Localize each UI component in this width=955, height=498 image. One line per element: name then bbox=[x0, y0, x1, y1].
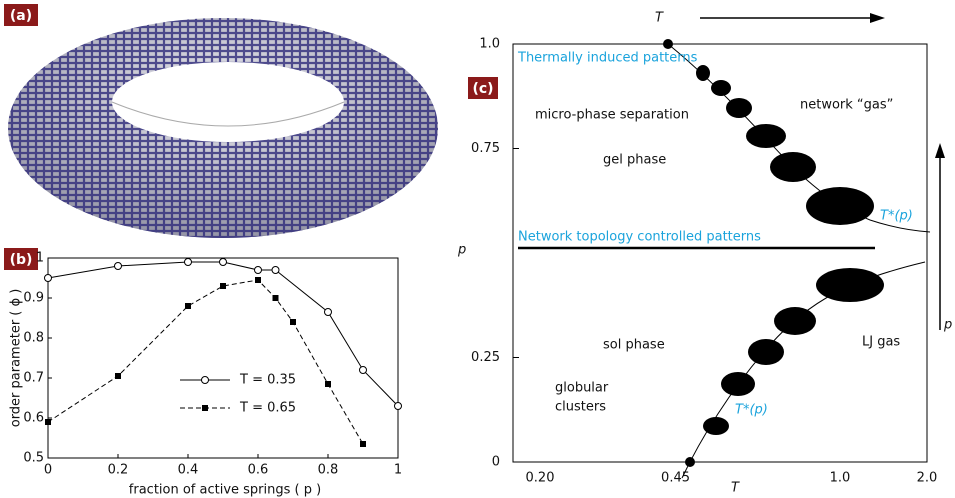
y-tick-label: 0.7 bbox=[23, 371, 44, 386]
top-axis-label: T bbox=[655, 11, 664, 26]
panel-label: (b) bbox=[10, 252, 33, 268]
marker bbox=[202, 405, 208, 411]
panel-label: (a) bbox=[10, 8, 32, 24]
x-tick-label: 1 bbox=[394, 463, 402, 478]
y-tick-label: 0.9 bbox=[23, 291, 44, 306]
y-tick-label: 0.5 bbox=[23, 451, 44, 466]
annotation: globular bbox=[555, 381, 609, 396]
x-tick-label: 0.45 bbox=[661, 471, 690, 486]
label-box bbox=[4, 4, 38, 26]
y-tick-label: 0.25 bbox=[471, 350, 500, 365]
x-tick-label: 0.2 bbox=[108, 463, 129, 478]
clusters bbox=[663, 39, 884, 467]
marker bbox=[324, 308, 332, 316]
marker bbox=[184, 258, 192, 266]
x-tick-label: 2.0 bbox=[917, 471, 938, 486]
marker bbox=[44, 274, 52, 282]
annotation: network “gas” bbox=[800, 98, 893, 113]
x-tick-label: 0.8 bbox=[318, 463, 339, 478]
label-box bbox=[468, 77, 498, 99]
marker bbox=[271, 266, 280, 274]
torus bbox=[8, 18, 438, 238]
marker bbox=[201, 376, 209, 384]
annotation: sol phase bbox=[603, 338, 665, 353]
marker bbox=[185, 303, 191, 309]
x-tick-label: 0.20 bbox=[526, 471, 555, 486]
x-axis-label: fraction of active springs ( p ) bbox=[129, 483, 321, 498]
marker bbox=[45, 419, 51, 425]
series-line bbox=[47, 279, 364, 445]
annotation: gel phase bbox=[603, 153, 666, 168]
legend-label: T = 0.35 bbox=[239, 373, 296, 388]
y-tick-label: 0.8 bbox=[23, 331, 44, 346]
legend-label: T = 0.65 bbox=[239, 401, 296, 416]
annotation: Thermally induced patterns bbox=[517, 51, 698, 66]
plot-frame bbox=[512, 43, 928, 463]
annotation: micro-phase separation bbox=[535, 108, 689, 123]
annotation: Network topology controlled patterns bbox=[518, 230, 761, 245]
panel-label: (c) bbox=[472, 81, 493, 97]
y-tick-label: 0 bbox=[492, 455, 500, 470]
marker bbox=[219, 258, 227, 266]
marker bbox=[290, 319, 296, 325]
x-tick-label: 1.0 bbox=[830, 471, 851, 486]
marker bbox=[254, 266, 262, 274]
x-axis-label: T bbox=[731, 481, 740, 496]
panel-b: (b) fraction of active springs ( p ) ord… bbox=[4, 248, 399, 498]
marker bbox=[325, 381, 331, 387]
x-tick-label: 0.6 bbox=[248, 463, 269, 478]
y-tick-label: 1 bbox=[36, 251, 44, 266]
x-tick-label: 0 bbox=[44, 463, 52, 478]
y-tick-label: 0.6 bbox=[23, 411, 44, 426]
y-axis-label: p bbox=[457, 243, 466, 258]
marker bbox=[220, 283, 226, 289]
marker bbox=[255, 277, 261, 283]
annotation: clusters bbox=[555, 400, 606, 415]
arrow-head bbox=[870, 13, 885, 23]
label-box bbox=[4, 248, 38, 270]
marker bbox=[114, 262, 122, 270]
marker bbox=[272, 295, 279, 301]
arrow-head bbox=[935, 143, 945, 158]
annotation: LJ gas bbox=[862, 335, 900, 350]
annotation: T*(p) bbox=[880, 209, 913, 224]
y-tick-label: 1.0 bbox=[479, 37, 500, 52]
marker bbox=[115, 373, 121, 379]
x-tick-label: 0.4 bbox=[178, 463, 199, 478]
right-axis-label: p bbox=[943, 318, 952, 333]
marker bbox=[394, 402, 402, 410]
y-axis-label: order parameter ( ϕ ) bbox=[9, 289, 24, 428]
transition-curve bbox=[681, 261, 926, 479]
marker bbox=[360, 441, 366, 447]
panel-c: (c) T p p T 0.20 0.45 1.0 2.0 Thermally … bbox=[457, 11, 952, 496]
marker bbox=[359, 366, 367, 374]
y-tick-label: 0.75 bbox=[471, 141, 500, 156]
annotation: T*(p) bbox=[735, 403, 768, 418]
